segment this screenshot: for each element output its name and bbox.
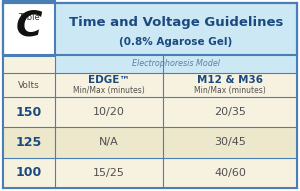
Text: Time and Voltage Guidelines: Time and Voltage Guidelines	[69, 16, 283, 29]
Text: 30/45: 30/45	[214, 138, 246, 147]
Text: 125: 125	[16, 136, 42, 149]
Text: Electrophoresis Model: Electrophoresis Model	[132, 60, 220, 69]
Text: Table: Table	[18, 13, 40, 22]
Bar	[3, 3, 297, 55]
Text: C: C	[16, 9, 42, 43]
Text: (0.8% Agarose Gel): (0.8% Agarose Gel)	[119, 37, 232, 47]
Text: 150: 150	[16, 106, 42, 119]
Text: M12 & M36: M12 & M36	[197, 75, 263, 85]
Bar	[3, 127, 297, 158]
Bar	[3, 55, 297, 188]
Text: 40/60: 40/60	[214, 168, 246, 178]
Text: 20/35: 20/35	[214, 107, 246, 117]
Text: 10/20: 10/20	[93, 107, 125, 117]
Text: Volts: Volts	[18, 80, 40, 90]
Text: 100: 100	[16, 166, 42, 179]
Text: N/A: N/A	[99, 138, 119, 147]
Bar	[3, 1, 55, 56]
Text: Min/Max (minutes): Min/Max (minutes)	[73, 86, 145, 95]
Text: EDGE™: EDGE™	[88, 75, 130, 85]
Text: Min/Max (minutes): Min/Max (minutes)	[194, 86, 266, 95]
Bar	[55, 3, 297, 55]
Text: 15/25: 15/25	[93, 168, 125, 178]
Bar	[55, 55, 297, 73]
